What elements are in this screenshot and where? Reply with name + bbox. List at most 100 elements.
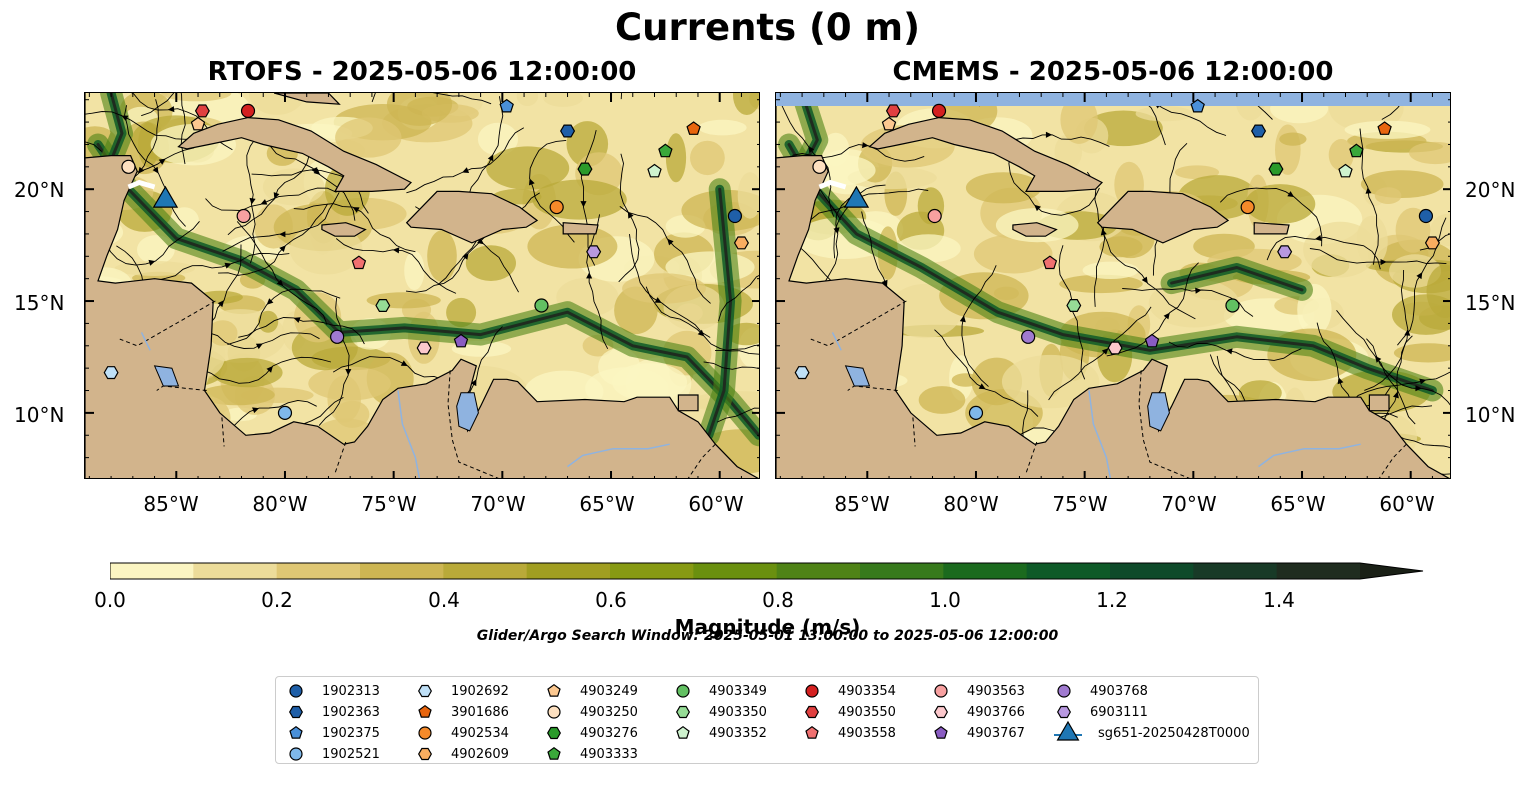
float-marker-4903249[interactable] bbox=[881, 116, 897, 131]
legend-marker[interactable] bbox=[289, 705, 303, 719]
legend-marker[interactable] bbox=[934, 705, 948, 719]
colorbar-segment bbox=[526, 563, 611, 579]
float-marker-1902692[interactable] bbox=[794, 366, 810, 380]
legend-marker-icon bbox=[289, 684, 303, 698]
float-marker-4903767[interactable] bbox=[1144, 333, 1160, 348]
legend-item: 1902375 bbox=[286, 723, 380, 743]
legend-marker[interactable] bbox=[676, 705, 690, 719]
float-marker-4903333[interactable] bbox=[1349, 143, 1364, 158]
float-marker-6903111[interactable] bbox=[1277, 245, 1293, 259]
float-marker-4903767[interactable] bbox=[453, 333, 469, 348]
float-marker-1902313[interactable] bbox=[727, 208, 743, 224]
float-marker-4903249[interactable] bbox=[190, 116, 206, 131]
legend-marker[interactable] bbox=[547, 705, 561, 719]
legend-marker[interactable] bbox=[805, 684, 819, 698]
legend-marker[interactable] bbox=[1057, 684, 1071, 698]
float-marker-4903352[interactable] bbox=[647, 163, 662, 178]
legend-marker[interactable] bbox=[676, 684, 690, 698]
float-marker-4903276[interactable] bbox=[1268, 162, 1284, 176]
lat-label-right: 20°N bbox=[1465, 178, 1516, 202]
float-marker-4903352[interactable] bbox=[1338, 163, 1353, 178]
float-marker-1902363[interactable] bbox=[1251, 124, 1267, 138]
legend-marker[interactable] bbox=[1057, 705, 1071, 719]
legend-marker[interactable] bbox=[418, 684, 432, 698]
float-marker-3901686[interactable] bbox=[686, 121, 701, 135]
legend-marker[interactable] bbox=[418, 726, 432, 740]
float-marker-4903558[interactable] bbox=[1042, 255, 1058, 270]
float-marker-4903276[interactable] bbox=[577, 162, 593, 176]
float-marker-4903354[interactable] bbox=[240, 103, 256, 118]
legend-marker[interactable] bbox=[289, 747, 303, 761]
float-marker-1902692[interactable] bbox=[103, 366, 119, 380]
legend-marker-icon bbox=[289, 705, 303, 719]
legend-marker[interactable] bbox=[289, 725, 303, 739]
legend-label: 4903558 bbox=[838, 725, 896, 741]
legend-label: 4903354 bbox=[838, 683, 896, 699]
legend-marker[interactable] bbox=[547, 683, 561, 697]
float-marker-4903558[interactable] bbox=[351, 255, 367, 270]
legend-marker-icon bbox=[289, 747, 303, 761]
float-marker-4902609[interactable] bbox=[1424, 236, 1440, 250]
float-marker-4903563[interactable] bbox=[236, 208, 251, 224]
legend-marker-icon bbox=[547, 683, 561, 697]
float-marker-4903250[interactable] bbox=[812, 159, 827, 174]
legend-marker-icon bbox=[934, 684, 948, 698]
map-panel-cmems[interactable] bbox=[775, 92, 1451, 479]
float-marker-4903333[interactable] bbox=[658, 143, 673, 158]
legend-marker[interactable] bbox=[676, 725, 690, 739]
legend-item: 4903550 bbox=[802, 702, 896, 722]
float-marker-4902534[interactable] bbox=[1240, 199, 1255, 215]
legend-marker[interactable] bbox=[289, 684, 303, 698]
float-marker-4903766[interactable] bbox=[416, 341, 432, 355]
float-marker-4903250[interactable] bbox=[121, 159, 136, 174]
float-marker-4903550[interactable] bbox=[194, 104, 210, 118]
float-marker-4903768[interactable] bbox=[1021, 329, 1036, 344]
float-marker-4903350[interactable] bbox=[375, 299, 391, 312]
legend-marker[interactable] bbox=[547, 746, 561, 760]
lon-label: 85°W bbox=[834, 492, 890, 516]
legend-item: 4903563 bbox=[931, 681, 1025, 701]
float-marker-6903111[interactable] bbox=[586, 245, 602, 259]
float-marker-4903766[interactable] bbox=[1107, 341, 1123, 355]
lon-label: 70°W bbox=[1161, 492, 1217, 516]
legend-item: 4902609 bbox=[415, 744, 509, 764]
legend-item: 1902692 bbox=[415, 681, 509, 701]
lon-label: 65°W bbox=[1270, 492, 1326, 516]
colorbar-segment bbox=[693, 563, 778, 579]
legend-marker[interactable] bbox=[418, 747, 432, 761]
float-marker-4903563[interactable] bbox=[927, 208, 942, 224]
float-marker-3901686[interactable] bbox=[1377, 121, 1392, 135]
legend-marker[interactable] bbox=[805, 705, 819, 719]
float-marker-4902609[interactable] bbox=[733, 236, 749, 250]
legend-label: 4903349 bbox=[709, 683, 767, 699]
colorbar-tick: 0.0 bbox=[94, 588, 126, 612]
float-marker-1902521[interactable] bbox=[968, 405, 984, 420]
legend-label: 4902534 bbox=[451, 725, 509, 741]
float-marker-4902534[interactable] bbox=[549, 199, 564, 215]
float-marker-sg651-20250428T0000[interactable] bbox=[843, 185, 870, 208]
legend-marker[interactable] bbox=[547, 726, 561, 740]
float-marker-sg651-20250428T0000[interactable] bbox=[152, 185, 179, 208]
legend-marker[interactable] bbox=[805, 725, 819, 739]
legend-marker[interactable] bbox=[418, 704, 432, 718]
float-marker-4903349[interactable] bbox=[1225, 298, 1240, 313]
float-marker-1902521[interactable] bbox=[277, 405, 293, 420]
legend-marker-icon bbox=[676, 725, 690, 739]
float-marker-4903550[interactable] bbox=[885, 104, 901, 118]
float-marker-1902375[interactable] bbox=[1190, 98, 1205, 113]
float-markers bbox=[794, 98, 1440, 420]
legend-marker[interactable] bbox=[1056, 720, 1080, 741]
legend-item: 4903276 bbox=[544, 723, 638, 743]
float-marker-1902363[interactable] bbox=[560, 124, 576, 138]
float-marker-1902313[interactable] bbox=[1418, 208, 1434, 224]
legend-label: 1902375 bbox=[322, 725, 380, 741]
legend-marker[interactable] bbox=[934, 725, 948, 739]
float-marker-4903350[interactable] bbox=[1066, 299, 1082, 312]
float-marker-1902375[interactable] bbox=[499, 98, 514, 113]
float-marker-4903354[interactable] bbox=[931, 103, 947, 118]
float-marker-4903768[interactable] bbox=[330, 329, 345, 344]
float-marker-4903349[interactable] bbox=[534, 298, 549, 313]
map-panel-rtofs[interactable] bbox=[84, 92, 760, 479]
legend-marker[interactable] bbox=[934, 684, 948, 698]
lon-label: 60°W bbox=[1379, 492, 1435, 516]
